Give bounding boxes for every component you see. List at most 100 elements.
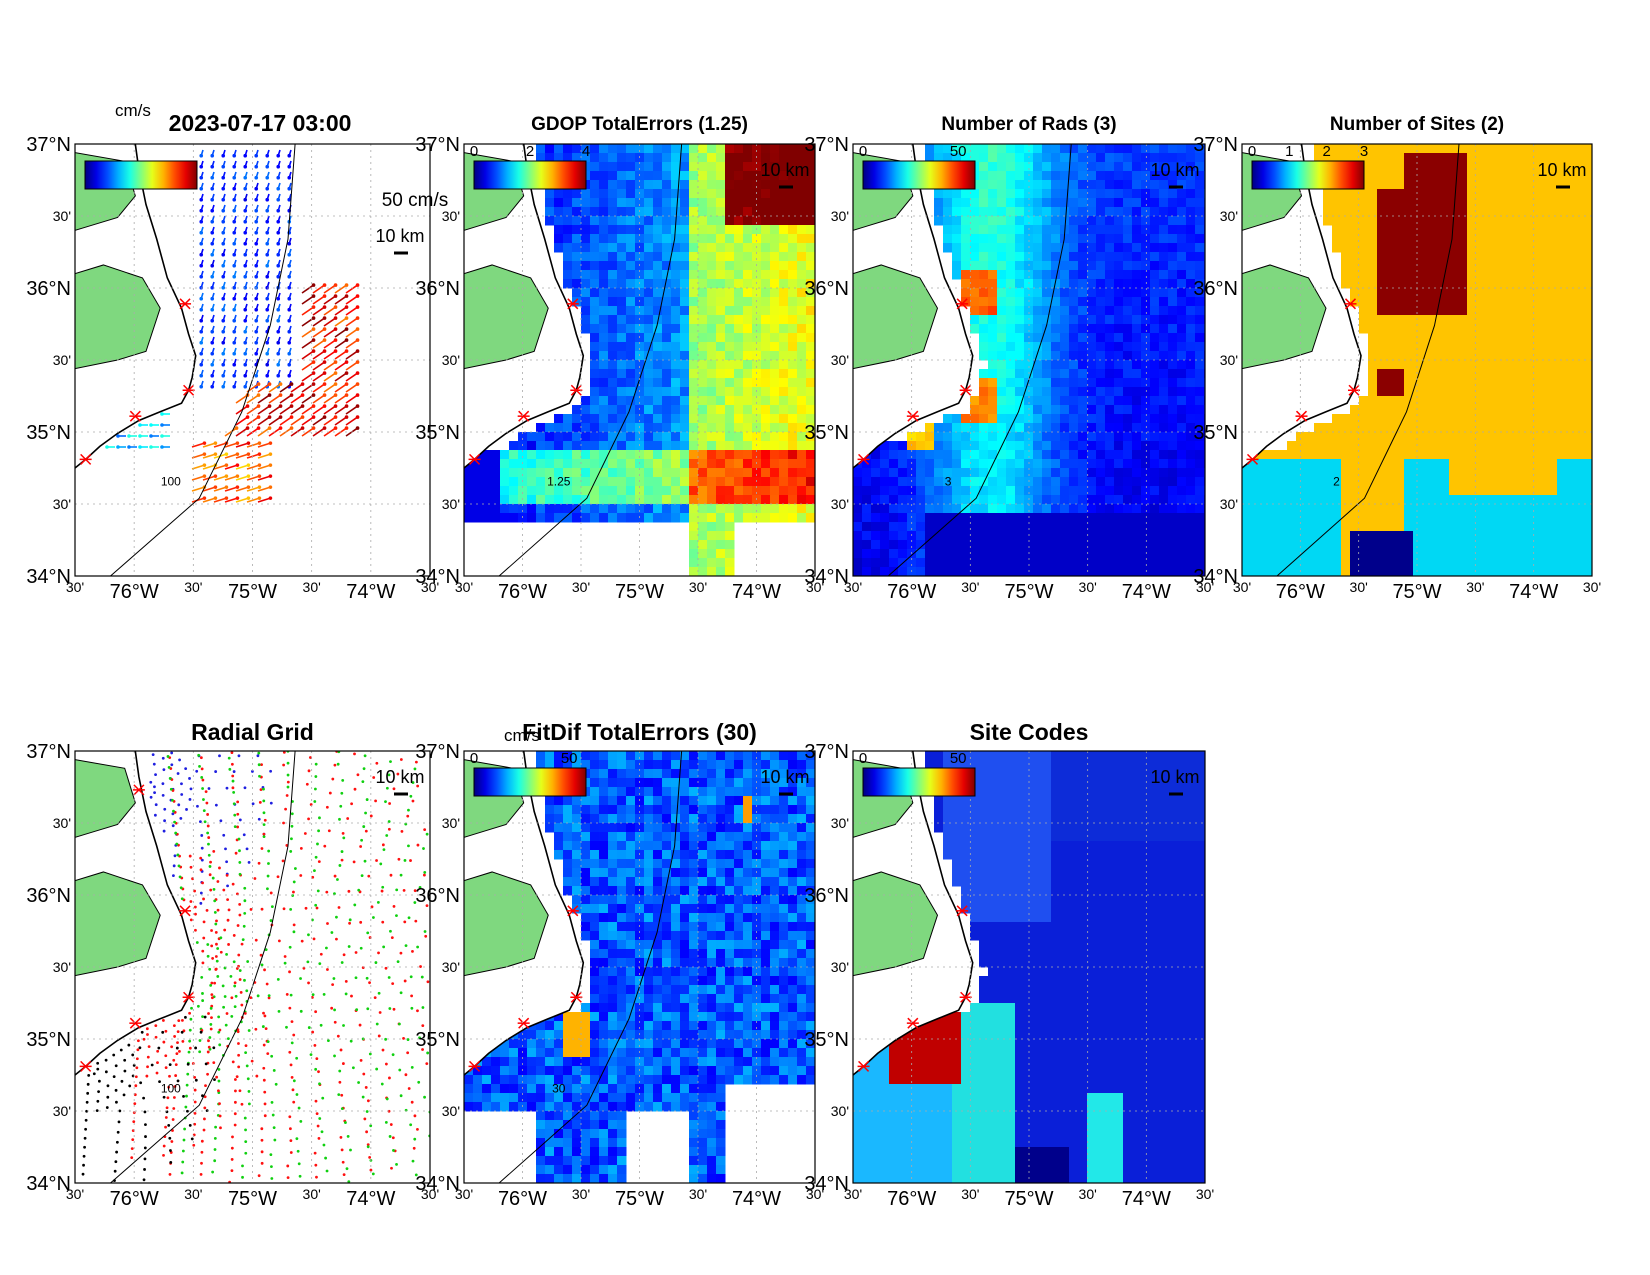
lat-tick-label: 30'	[53, 352, 71, 368]
lon-tick-label: 30'	[844, 579, 862, 595]
colorbar: 0 50 cm/s	[470, 726, 587, 797]
lat-tick-label: 30'	[442, 815, 460, 831]
scale-bar: 10 km	[375, 226, 425, 255]
land-patch	[75, 871, 161, 977]
site-marker	[468, 453, 481, 465]
lon-tick-label: 30'	[421, 579, 439, 595]
site-marker	[959, 991, 972, 1003]
axes-frame	[852, 143, 1206, 577]
lat-tick-label: 35°N	[26, 422, 71, 444]
lon-tick-label: 30'	[66, 579, 84, 595]
lat-tick-label: 30'	[53, 1103, 71, 1119]
site-marker	[956, 298, 969, 310]
panel-title-nrads: Number of Rads (3)	[941, 114, 1117, 135]
colorbar-tick-label: 2	[526, 143, 534, 160]
lon-tick-label: 30'	[689, 1186, 707, 1202]
colorbar-unit: cm/s	[504, 726, 540, 745]
lon-tick-label: 30'	[1196, 1186, 1214, 1202]
lat-tick-label: 35°N	[804, 1029, 849, 1051]
site-marker	[179, 298, 192, 310]
lat-tick-label: 34°N	[804, 566, 849, 588]
grid-lines	[464, 751, 815, 1183]
lon-tick-label: 30'	[1233, 579, 1251, 595]
site-marker	[1246, 453, 1259, 465]
lat-tick-label: 35°N	[804, 422, 849, 444]
contour-label: 3	[945, 474, 952, 488]
coastline	[75, 144, 197, 469]
lon-tick-label: 30'	[184, 1186, 202, 1202]
lat-tick-label: 30'	[53, 815, 71, 831]
lat-tick-label: 30'	[831, 1103, 849, 1119]
lat-tick-label: 35°N	[1193, 422, 1238, 444]
map-radgrid: 100	[75, 751, 430, 1183]
site-marker	[906, 1017, 919, 1029]
lat-tick-label: 37°N	[804, 741, 849, 763]
coastline	[464, 751, 585, 1076]
lon-tick-label: 30'	[303, 579, 321, 595]
contour-label: 100	[161, 1081, 181, 1095]
scale-bar-label: 10 km	[375, 226, 424, 246]
contour-label: 2	[1333, 474, 1340, 488]
colorbar-tick-label: 0	[470, 750, 478, 767]
lat-tick-label: 30'	[831, 959, 849, 975]
bathymetry-contour	[110, 751, 296, 1183]
scale-bar: 10 km	[375, 767, 425, 796]
coastline	[464, 144, 585, 469]
lat-tick-label: 36°N	[415, 278, 460, 300]
colorbar-tick-label: 4	[582, 143, 590, 160]
lat-tick-label: 34°N	[1193, 566, 1238, 588]
colorbar-tick-label: 50	[950, 143, 967, 160]
land-patch	[464, 871, 549, 977]
land-patch	[75, 264, 161, 370]
lon-tick-label: 30'	[455, 579, 473, 595]
colorbar: 0 2 4	[470, 143, 590, 190]
lon-tick-label: 30'	[303, 1186, 321, 1202]
grid-lines	[464, 144, 815, 576]
lon-tick-label: 75°W	[1004, 581, 1053, 603]
site-marker	[129, 1017, 142, 1029]
lon-tick-label: 74°W	[346, 1188, 395, 1210]
site-marker	[517, 1017, 530, 1029]
grid-lines	[853, 144, 1205, 576]
lat-tick-label: 30'	[831, 815, 849, 831]
contour-label: 30	[552, 1081, 566, 1095]
lat-tick-label: 36°N	[415, 885, 460, 907]
scale-bar: 10 km	[1150, 160, 1200, 189]
lat-tick-label: 37°N	[804, 134, 849, 156]
land-patch	[75, 759, 136, 838]
lon-tick-label: 30'	[961, 1186, 979, 1202]
site-marker	[182, 991, 195, 1003]
colorbar: 0 50	[859, 750, 976, 797]
lat-tick-label: 34°N	[26, 566, 71, 588]
lat-tick-label: 34°N	[804, 1173, 849, 1195]
land-patch	[1242, 264, 1327, 370]
site-marker	[517, 410, 530, 422]
lon-tick-label: 76°W	[498, 1188, 547, 1210]
colorbar-unit: cm/s	[115, 101, 151, 120]
coastline	[853, 751, 974, 1076]
panel-title-nsites: Number of Sites (2)	[1329, 114, 1505, 135]
land-patch	[853, 264, 939, 370]
arrow-scale-label: 50 cm/s	[382, 190, 449, 211]
lat-tick-label: 30'	[831, 496, 849, 512]
site-marker	[566, 298, 579, 310]
site-marker	[129, 410, 142, 422]
site-marker	[959, 384, 972, 396]
site-marker	[179, 905, 192, 917]
scale-bar: 10 km	[1537, 160, 1587, 189]
site-marker	[79, 1060, 92, 1072]
lon-tick-label: 30'	[689, 579, 707, 595]
colorbar-tick-label: 50	[950, 750, 967, 767]
site-marker	[79, 453, 92, 465]
axes-frame	[74, 750, 431, 1184]
lon-tick-label: 30'	[806, 1186, 824, 1202]
site-marker	[857, 453, 870, 465]
colorbar-tick-label: 1	[1285, 143, 1293, 160]
lat-tick-label: 30'	[1220, 208, 1238, 224]
contour-label: 100	[161, 474, 181, 488]
lat-tick-label: 37°N	[1193, 134, 1238, 156]
colorbar-tick-label: 50	[561, 750, 578, 767]
lon-tick-label: 30'	[184, 579, 202, 595]
coastline	[75, 751, 197, 1076]
main-title: 2023-07-17 03:00	[168, 110, 352, 136]
